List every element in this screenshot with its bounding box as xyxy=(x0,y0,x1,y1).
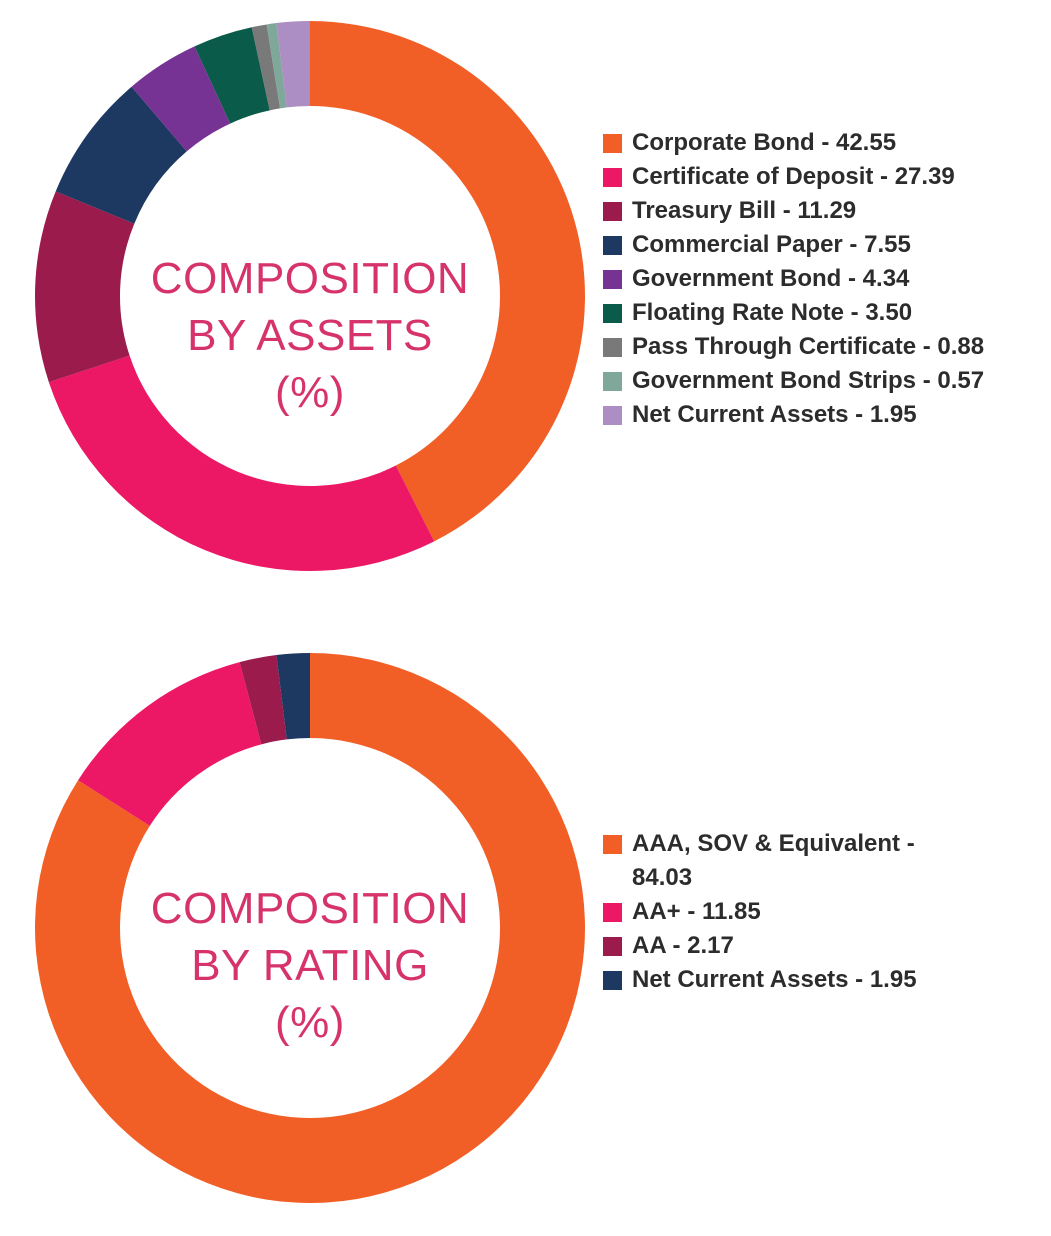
legend-swatch xyxy=(603,406,622,425)
legend-swatch xyxy=(603,338,622,357)
legend-label: Floating Rate Note - 3.50 xyxy=(632,299,913,326)
donut-slice xyxy=(78,662,262,826)
rating-title-line-1: COMPOSITION xyxy=(150,884,470,933)
donut-slice xyxy=(48,355,435,571)
donut-slice xyxy=(34,653,585,1203)
legend-item: AA+ - 11.85 xyxy=(603,895,963,929)
donut-slice xyxy=(266,23,287,109)
legend-label: Pass Through Certificate - 0.88 xyxy=(632,333,985,360)
donut-slice xyxy=(310,21,585,542)
donut-slice xyxy=(34,191,135,383)
legend-swatch xyxy=(603,937,622,956)
assets-title-line-2: BY ASSETS xyxy=(187,311,433,360)
legend-item: Net Current Assets - 1.95 xyxy=(603,398,984,432)
legend-label: Net Current Assets - 1.95 xyxy=(632,966,917,993)
legend-item: Floating Rate Note - 3.50 xyxy=(603,296,984,330)
rating-title-line-3: (%) xyxy=(275,998,345,1047)
legend-item: Corporate Bond - 42.55 xyxy=(603,126,984,160)
legend-label: AAA, SOV & Equivalent - 84.03 xyxy=(632,830,915,891)
donut-slice xyxy=(276,653,310,740)
rating-title-line-2: BY RATING xyxy=(191,941,429,990)
donut-slice xyxy=(239,655,287,745)
legend-item: Treasury Bill - 11.29 xyxy=(603,194,984,228)
rating-donut-chart xyxy=(34,653,585,1203)
legend-swatch xyxy=(603,903,622,922)
donut-slice xyxy=(276,21,310,108)
donut-slice xyxy=(194,27,270,124)
legend-item: AA - 2.17 xyxy=(603,929,963,963)
legend-item: Net Current Assets - 1.95 xyxy=(603,963,963,997)
legend-label: Certificate of Deposit - 27.39 xyxy=(632,163,955,190)
legend-label: Net Current Assets - 1.95 xyxy=(632,401,917,428)
legend-item: Certificate of Deposit - 27.39 xyxy=(603,160,984,194)
legend-swatch xyxy=(603,835,622,854)
rating-chart-block: COMPOSITION BY RATING (%) AAA, SOV & Equ… xyxy=(0,630,1051,1230)
rating-legend: AAA, SOV & Equivalent - 84.03 AA+ - 11.8… xyxy=(603,827,963,997)
legend-item: Commercial Paper - 7.55 xyxy=(603,228,984,262)
legend-label: Government Bond Strips - 0.57 xyxy=(632,367,985,394)
assets-chart-block: COMPOSITION BY ASSETS (%) Corporate Bond… xyxy=(0,0,1051,600)
legend-swatch xyxy=(603,168,622,187)
assets-title-line-1: COMPOSITION xyxy=(150,254,470,303)
assets-title-line-3: (%) xyxy=(275,368,345,417)
legend-label: Commercial Paper - 7.55 xyxy=(632,231,911,258)
assets-chart-title: COMPOSITION BY ASSETS (%) xyxy=(110,250,510,421)
legend-label: Corporate Bond - 42.55 xyxy=(632,129,897,156)
legend-swatch xyxy=(603,304,622,323)
legend-swatch xyxy=(603,971,622,990)
legend-item: Pass Through Certificate - 0.88 xyxy=(603,330,984,364)
legend-swatch xyxy=(603,270,622,289)
donut-slice xyxy=(131,46,231,152)
donut-slice xyxy=(251,24,281,111)
assets-donut-chart xyxy=(34,21,585,571)
legend-item: Government Bond Strips - 0.57 xyxy=(603,364,984,398)
legend-swatch xyxy=(603,202,622,221)
legend-swatch xyxy=(603,372,622,391)
legend-swatch xyxy=(603,236,622,255)
donut-slice xyxy=(55,86,187,224)
legend-item: AAA, SOV & Equivalent - 84.03 xyxy=(603,827,963,895)
legend-label: Treasury Bill - 11.29 xyxy=(632,197,857,224)
legend-label: Government Bond - 4.34 xyxy=(632,265,910,292)
legend-label: AA - 2.17 xyxy=(632,932,734,959)
legend-label: AA+ - 11.85 xyxy=(632,898,761,925)
assets-legend: Corporate Bond - 42.55 Certificate of De… xyxy=(603,126,984,432)
legend-swatch xyxy=(603,134,622,153)
rating-chart-title: COMPOSITION BY RATING (%) xyxy=(110,880,510,1051)
legend-item: Government Bond - 4.34 xyxy=(603,262,984,296)
